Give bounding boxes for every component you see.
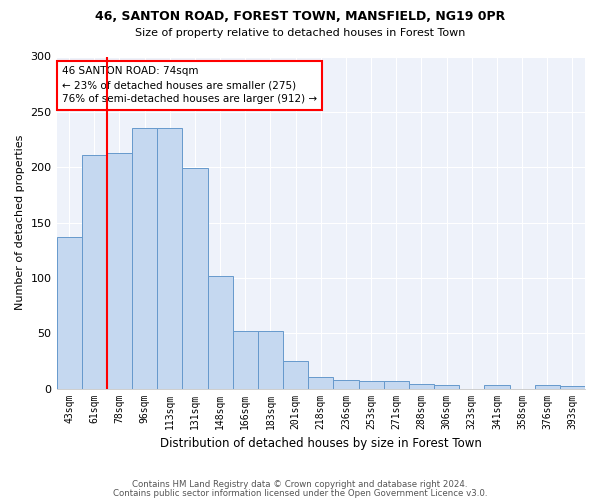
Text: Contains public sector information licensed under the Open Government Licence v3: Contains public sector information licen… bbox=[113, 488, 487, 498]
Bar bbox=[157, 128, 182, 388]
Bar bbox=[82, 155, 107, 388]
Bar bbox=[56, 237, 82, 388]
Bar bbox=[535, 385, 560, 388]
Text: Size of property relative to detached houses in Forest Town: Size of property relative to detached ho… bbox=[135, 28, 465, 38]
Bar bbox=[208, 276, 233, 388]
Bar bbox=[308, 378, 334, 388]
Bar bbox=[283, 361, 308, 388]
Bar bbox=[132, 128, 157, 388]
Bar bbox=[258, 331, 283, 388]
Bar bbox=[434, 385, 459, 388]
X-axis label: Distribution of detached houses by size in Forest Town: Distribution of detached houses by size … bbox=[160, 437, 482, 450]
Text: 46, SANTON ROAD, FOREST TOWN, MANSFIELD, NG19 0PR: 46, SANTON ROAD, FOREST TOWN, MANSFIELD,… bbox=[95, 10, 505, 23]
Bar bbox=[334, 380, 359, 388]
Bar bbox=[409, 384, 434, 388]
Bar bbox=[383, 381, 409, 388]
Bar bbox=[182, 168, 208, 388]
Y-axis label: Number of detached properties: Number of detached properties bbox=[15, 135, 25, 310]
Bar bbox=[359, 381, 383, 388]
Bar bbox=[107, 153, 132, 388]
Bar bbox=[484, 385, 509, 388]
Text: Contains HM Land Registry data © Crown copyright and database right 2024.: Contains HM Land Registry data © Crown c… bbox=[132, 480, 468, 489]
Bar bbox=[233, 331, 258, 388]
Text: 46 SANTON ROAD: 74sqm
← 23% of detached houses are smaller (275)
76% of semi-det: 46 SANTON ROAD: 74sqm ← 23% of detached … bbox=[62, 66, 317, 104]
Bar bbox=[560, 386, 585, 388]
